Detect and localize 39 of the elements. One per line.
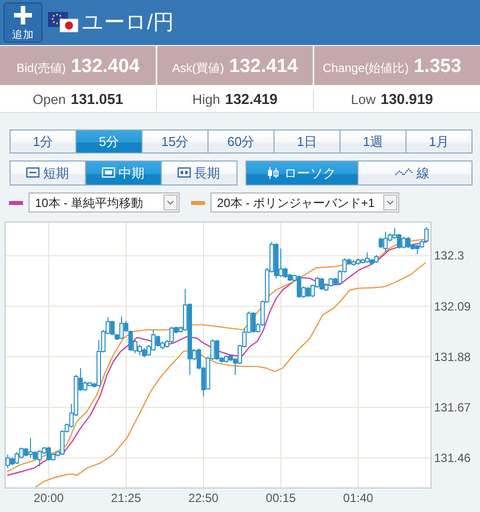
- text: 131.051: [70, 92, 124, 108]
- legend-label: 10本 - 単純平均移動: [35, 196, 144, 210]
- text: 132.414: [229, 56, 298, 77]
- text: Ask(買値): [172, 61, 224, 75]
- x-tick-label: 20:00: [34, 491, 64, 505]
- x-tick-label: 01:40: [343, 491, 374, 505]
- y-tick-label: 132.3: [434, 248, 464, 263]
- text: 1月: [428, 134, 450, 149]
- text: 短期: [42, 166, 69, 180]
- text: 中期: [118, 166, 145, 180]
- text: 132.419: [225, 92, 278, 108]
- y-tick-label: 132.09: [434, 299, 472, 314]
- x-tick-label: 00:15: [266, 491, 296, 505]
- legend-label: 20本 - ボリンジャーバンド+1: [217, 196, 376, 210]
- text: High: [192, 92, 220, 107]
- x-tick-label: 21:25: [111, 491, 142, 505]
- text: 1分: [32, 134, 54, 149]
- text: ローソク: [284, 166, 336, 180]
- text: ユーロ/円: [82, 11, 174, 34]
- text: 1週: [362, 134, 384, 149]
- text: 132.404: [70, 56, 140, 77]
- line-series: [35, 262, 426, 488]
- text: Change(始値比): [322, 61, 409, 75]
- text: 60分: [227, 134, 255, 149]
- text: 1.353: [414, 56, 462, 77]
- y-tick-label: 131.88: [434, 350, 472, 364]
- text: Low: [350, 92, 376, 107]
- x-tick-label: 22:50: [188, 491, 219, 505]
- text: 130.919: [380, 92, 434, 108]
- text: Bid(売値): [16, 61, 66, 75]
- y-tick-label: 131.67: [434, 400, 472, 414]
- text: 線: [416, 166, 430, 180]
- y-tick-label: 131.46: [434, 450, 472, 465]
- text: 追加: [12, 28, 34, 41]
- text: 5分: [98, 134, 120, 149]
- text: 長期: [194, 166, 220, 180]
- text: Open: [32, 92, 66, 107]
- text: 1日: [296, 134, 318, 149]
- text: 15分: [161, 134, 189, 149]
